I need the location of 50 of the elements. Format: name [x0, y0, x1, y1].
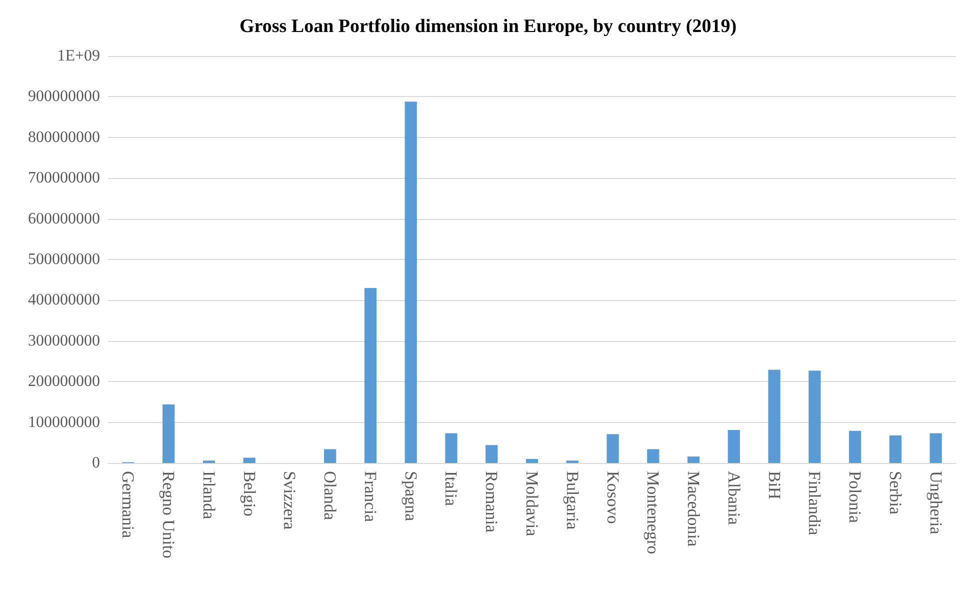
bar: [768, 370, 780, 463]
x-tick-label: Romania: [482, 471, 502, 533]
x-tick-label: Polonia: [846, 471, 865, 524]
y-tick-label: 800000000: [28, 128, 100, 146]
bar: [606, 434, 619, 463]
x-tick-label: Albania: [724, 471, 744, 526]
y-tick-label: 400000000: [28, 292, 100, 309]
y-tick-label: 300000000: [28, 332, 100, 350]
bar: [324, 449, 336, 463]
y-tick-label: 100000000: [28, 414, 100, 431]
x-tick-label: Macedonia: [684, 471, 704, 547]
bar: [162, 404, 175, 463]
bar: [728, 430, 740, 463]
x-tick-label: Svizzera: [280, 471, 300, 530]
x-tick-label: Italia: [442, 471, 461, 506]
y-tick-label: 0: [92, 454, 100, 472]
x-tick-label: Irlanda: [199, 471, 218, 520]
x-tick-label: Olanda: [320, 471, 340, 521]
bar: [889, 435, 902, 463]
bar: [930, 433, 942, 463]
chart-title: Gross Loan Portfolio dimension in Europe, by country (2019): [239, 16, 737, 37]
x-tick-label: Serbia: [886, 471, 905, 515]
x-tick-label: Bulgaria: [562, 471, 582, 530]
bar: [687, 456, 700, 463]
x-tick-label: Spagna: [401, 471, 420, 522]
y-tick-label: 600000000: [28, 210, 100, 228]
y-tick-label: 1E+09: [57, 48, 100, 64]
x-tick-label: Ungheria: [926, 471, 946, 535]
bar: [848, 430, 862, 463]
x-tick-label: Francia: [360, 471, 380, 522]
x-tick-label: Moldavia: [522, 471, 542, 537]
y-tick-label: 700000000: [28, 170, 100, 187]
y-tick-label: 500000000: [28, 251, 100, 268]
x-tick-label: Finlandia: [805, 471, 824, 536]
x-tick-label: BiH: [764, 471, 784, 500]
bar: [364, 288, 377, 463]
x-tick-label: Regno Unito: [159, 471, 178, 558]
bar: [808, 370, 821, 463]
y-tick-label: 900000000: [28, 88, 100, 106]
bar: [243, 458, 256, 463]
bar: [445, 433, 458, 463]
x-tick-label: Kosovo: [603, 471, 622, 524]
bar: [526, 458, 538, 463]
bar: [647, 449, 660, 463]
x-tick-label: Germania: [118, 471, 138, 538]
bar: [404, 102, 417, 463]
bar: [486, 445, 498, 463]
y-tick-label: 200000000: [28, 373, 100, 390]
x-tick-label: Montenegro: [644, 471, 663, 554]
x-tick-label: Belgio: [240, 471, 259, 516]
